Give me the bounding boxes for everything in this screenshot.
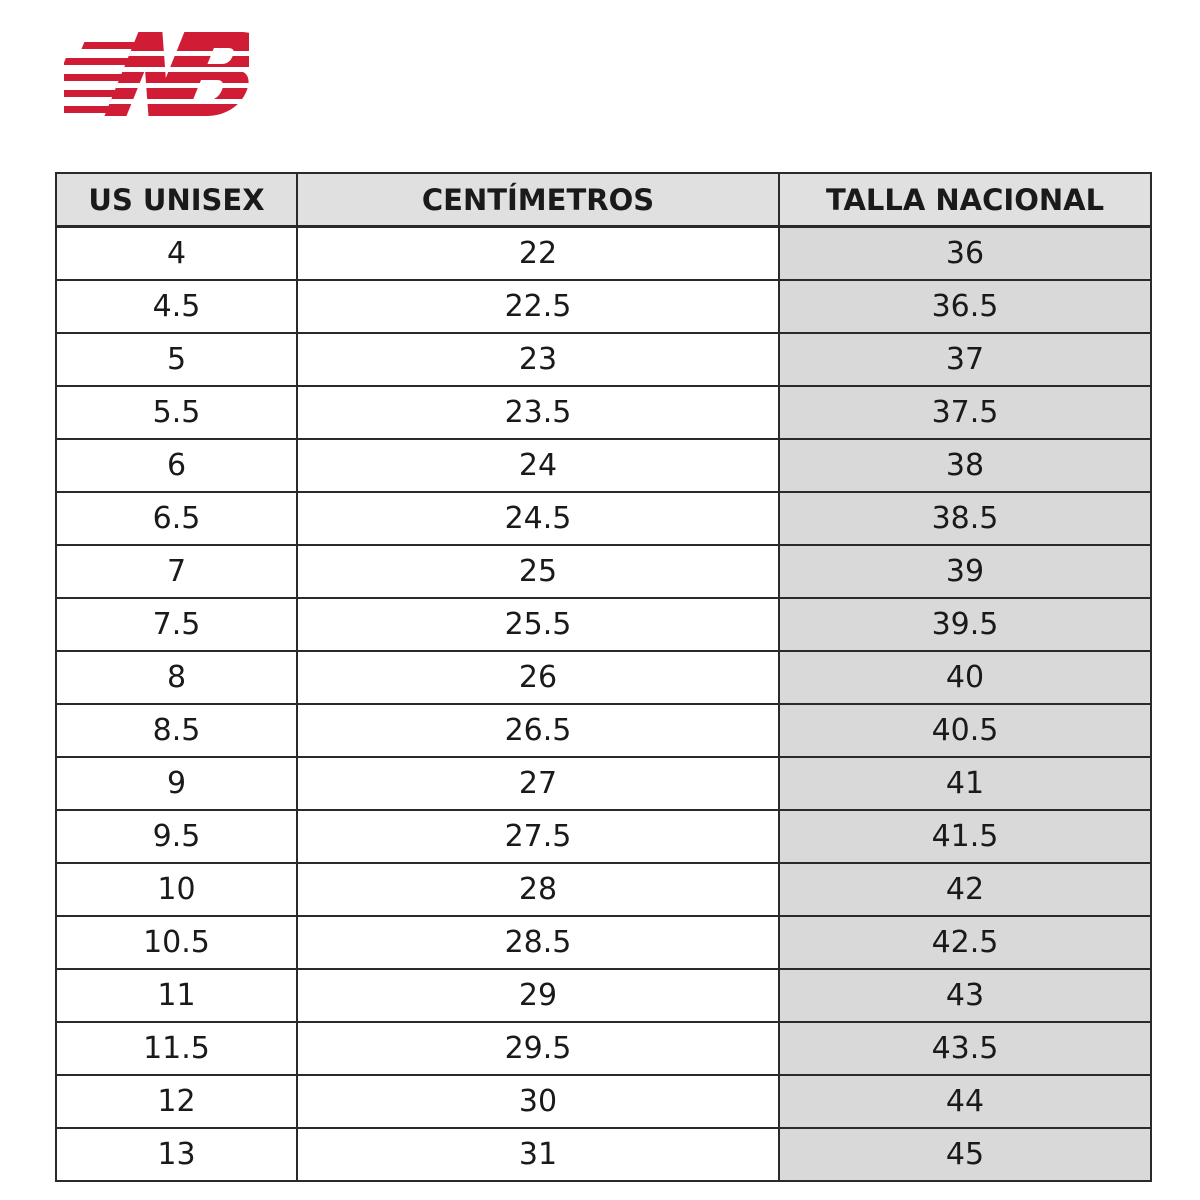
column-header: TALLA NACIONAL: [778, 172, 1152, 228]
table-row: 8 26 40: [55, 650, 1152, 705]
table-cell: 12: [55, 1074, 298, 1129]
table-body: 4 22 36 4.5 22.5 36.5 5 23 37 5.5 23.5 37.5 6 24 38 6.5…: [55, 225, 1152, 1182]
table-cell: 27.5: [296, 809, 780, 864]
table-row: 8.5 26.5 40.5: [55, 703, 1152, 758]
table-cell: 30: [296, 1074, 780, 1129]
table-cell: 24: [296, 438, 780, 493]
table-row: 11.5 29.5 43.5: [55, 1021, 1152, 1076]
table-cell: 37: [778, 332, 1152, 387]
table-row: 12 30 44: [55, 1074, 1152, 1129]
table-cell: 10.5: [55, 915, 298, 970]
table-cell: 10: [55, 862, 298, 917]
table-cell: 9: [55, 756, 298, 811]
table-cell: 38: [778, 438, 1152, 493]
table-row: 9.5 27.5 41.5: [55, 809, 1152, 864]
table-row: 7 25 39: [55, 544, 1152, 599]
table-cell: 43.5: [778, 1021, 1152, 1076]
table-row: 10 28 42: [55, 862, 1152, 917]
table-cell: 5: [55, 332, 298, 387]
table-cell: 36: [778, 225, 1152, 281]
table-cell: 6.5: [55, 491, 298, 546]
table-row: 9 27 41: [55, 756, 1152, 811]
size-table: US UNISEX CENTÍMETROS TALLA NACIONAL 4 22 36…: [55, 172, 1152, 1182]
table-cell: 26: [296, 650, 780, 705]
table-row: 10.5 28.5 42.5: [55, 915, 1152, 970]
table-header: US UNISEX CENTÍMETROS TALLA NACIONAL: [55, 172, 1152, 228]
table-row: 6.5 24.5 38.5: [55, 491, 1152, 546]
table-cell: 29: [296, 968, 780, 1023]
table-cell: 25.5: [296, 597, 780, 652]
table-cell: 29.5: [296, 1021, 780, 1076]
table-cell: 41: [778, 756, 1152, 811]
table-cell: 23: [296, 332, 780, 387]
header-row: US UNISEX CENTÍMETROS TALLA NACIONAL: [55, 172, 1152, 228]
table-cell: 37.5: [778, 385, 1152, 440]
table-cell: 44: [778, 1074, 1152, 1129]
table-cell: 8: [55, 650, 298, 705]
table-cell: 24.5: [296, 491, 780, 546]
table-cell: 42: [778, 862, 1152, 917]
table-cell: 9.5: [55, 809, 298, 864]
table-cell: 4: [55, 225, 298, 281]
table-cell: 40: [778, 650, 1152, 705]
table-cell: 28.5: [296, 915, 780, 970]
table-row: 7.5 25.5 39.5: [55, 597, 1152, 652]
table-cell: 39.5: [778, 597, 1152, 652]
table-cell: 13: [55, 1127, 298, 1182]
table-cell: 11.5: [55, 1021, 298, 1076]
table-cell: 27: [296, 756, 780, 811]
table-cell: 41.5: [778, 809, 1152, 864]
table-row: 4 22 36: [55, 225, 1152, 281]
table-row: 5 23 37: [55, 332, 1152, 387]
table-row: 5.5 23.5 37.5: [55, 385, 1152, 440]
table-row: 6 24 38: [55, 438, 1152, 493]
table-cell: 42.5: [778, 915, 1152, 970]
table-cell: 22.5: [296, 279, 780, 334]
table-cell: 8.5: [55, 703, 298, 758]
table-cell: 45: [778, 1127, 1152, 1182]
table-cell: 5.5: [55, 385, 298, 440]
table-cell: 28: [296, 862, 780, 917]
table-row: 13 31 45: [55, 1127, 1152, 1182]
table-cell: 6: [55, 438, 298, 493]
table-cell: 26.5: [296, 703, 780, 758]
column-header: US UNISEX: [55, 172, 298, 228]
table-cell: 7.5: [55, 597, 298, 652]
table-cell: 36.5: [778, 279, 1152, 334]
logo: [64, 32, 249, 116]
table-cell: 11: [55, 968, 298, 1023]
table-cell: 22: [296, 225, 780, 281]
table-row: 4.5 22.5 36.5: [55, 279, 1152, 334]
column-header: CENTÍMETROS: [296, 172, 780, 228]
table-cell: 31: [296, 1127, 780, 1182]
table-cell: 7: [55, 544, 298, 599]
table-cell: 38.5: [778, 491, 1152, 546]
table-cell: 43: [778, 968, 1152, 1023]
table-cell: 23.5: [296, 385, 780, 440]
table-cell: 40.5: [778, 703, 1152, 758]
table-cell: 25: [296, 544, 780, 599]
table-cell: 4.5: [55, 279, 298, 334]
table-cell: 39: [778, 544, 1152, 599]
table-row: 11 29 43: [55, 968, 1152, 1023]
